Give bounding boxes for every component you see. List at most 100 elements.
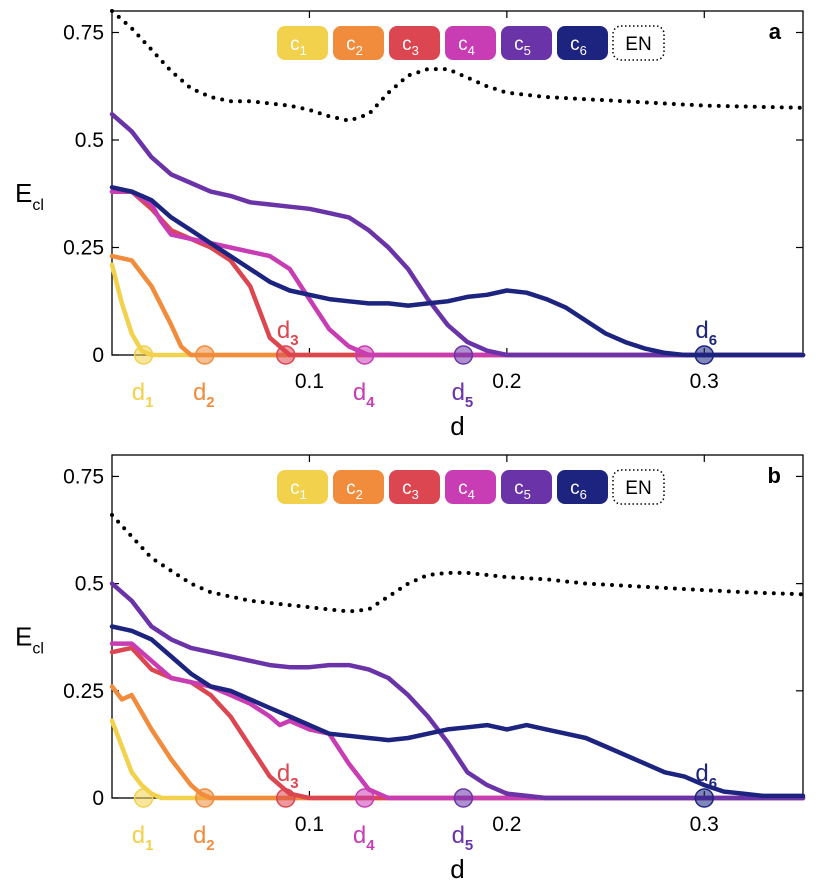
y-tick-label: 0.25 [63,237,104,260]
x-tick-label: 0.2 [492,813,521,836]
legend-label-sub: 5 [524,43,531,58]
legend-label-sub: 2 [356,487,363,502]
marker-d2 [195,788,215,808]
legend-label-sub: 4 [468,43,475,58]
marker-label-d1: d1 [132,379,154,411]
legend-item-c2: c2 [333,470,384,504]
legend-item-c1: c1 [277,26,328,60]
legend-item-c4: c4 [445,26,496,60]
legend-item-c3: c3 [389,26,440,60]
x-axis-title: d [450,854,464,884]
legend-label-sub: 6 [580,487,587,502]
marker-label-d4: d4 [353,822,375,854]
legend-swatch [277,26,328,60]
legend-label-sub: 2 [356,43,363,58]
legend-item-c6: c6 [557,470,608,504]
marker-label-sub: 5 [465,394,473,411]
legend-item-c5: c5 [501,26,552,60]
legend-item-c2: c2 [333,26,384,60]
series-line-c5 [109,581,806,801]
x-tick-label: 0.2 [492,370,521,393]
y-axis-title-sub: cl [32,197,44,214]
legend-label: EN [625,478,651,499]
y-tick-label: 0 [92,344,104,367]
legend-label-sub: 4 [468,487,475,502]
panel-label: a [769,19,782,44]
series-line-c6 [109,185,806,358]
marker-d6 [694,345,715,365]
marker-label-sub: 6 [709,775,717,792]
legend-swatch [501,470,552,504]
marker-d5 [453,345,474,365]
legend-swatch [612,469,665,505]
marker-label-d6: d6 [695,317,717,349]
marker-label-sub: 1 [145,394,153,411]
legend-item-c6: c6 [557,26,608,60]
x-tick-label: 0.3 [690,813,719,836]
marker-label-d2: d2 [193,822,215,854]
legend-swatch [557,470,608,504]
series-line-EN [110,513,805,614]
legend-swatch [612,25,665,61]
marker-d1 [133,788,154,808]
marker-label-d1: d1 [132,822,154,854]
x-tick-label: 0.1 [295,813,324,836]
y-axis-title-sub: cl [32,641,44,658]
series-line-c4 [109,641,806,801]
legend-label-sub: 3 [412,487,419,502]
marker-d2 [195,345,215,365]
marker-label-sub: 5 [465,837,473,854]
y-tick-label: 0.5 [75,129,104,152]
legend-label-sub: 1 [300,487,307,502]
legend-swatch [389,26,440,60]
x-axis-title: d [450,411,464,441]
legend-swatch [501,26,552,60]
plot-frame [111,10,804,356]
y-axis-title: Ecl [15,622,44,658]
legend-label-sub: 5 [524,487,531,502]
marker-label-sub: 4 [366,837,375,854]
x-tick-label: 0.3 [690,370,719,393]
marker-label-sub: 3 [290,775,298,792]
legend-swatch [445,470,496,504]
legend-label-sub: 3 [412,43,419,58]
legend-item-c1: c1 [277,470,328,504]
series-line-c5 [109,111,806,358]
legend-item-c3: c3 [389,470,440,504]
legend-swatch [277,470,328,504]
marker-label-d4: d4 [353,379,375,411]
marker-label-sub: 2 [206,837,214,854]
legend-item-c4: c4 [445,470,496,504]
plot-frame [111,454,804,799]
marker-d3 [275,345,296,365]
marker-label-sub: 1 [145,837,153,854]
legend-swatch [445,26,496,60]
marker-d4 [354,788,375,808]
y-tick-label: 0.75 [63,465,104,488]
marker-label-sub: 3 [290,332,298,349]
y-tick-label: 0.25 [63,680,104,703]
marker-label-sub: 6 [709,332,717,349]
legend-label: EN [625,34,651,55]
marker-label-sub: 4 [366,394,375,411]
marker-label-d5: d5 [452,379,474,411]
marker-label-sub: 2 [206,394,214,411]
legend-item-c5: c5 [501,470,552,504]
y-axis-title: Ecl [15,178,44,214]
legend-label-sub: 1 [300,43,307,58]
legend-swatch [333,26,384,60]
marker-d1 [133,345,154,365]
marker-label-d2: d2 [193,379,215,411]
legend-swatch [389,470,440,504]
marker-d6 [694,788,715,808]
marker-d4 [354,345,375,365]
legend-item-en: EN [612,25,665,61]
marker-label-d5: d5 [452,822,474,854]
y-tick-label: 0 [92,787,104,810]
panel-label: b [768,463,781,488]
legend-item-en: EN [612,469,665,505]
y-tick-label: 0.5 [75,573,104,596]
